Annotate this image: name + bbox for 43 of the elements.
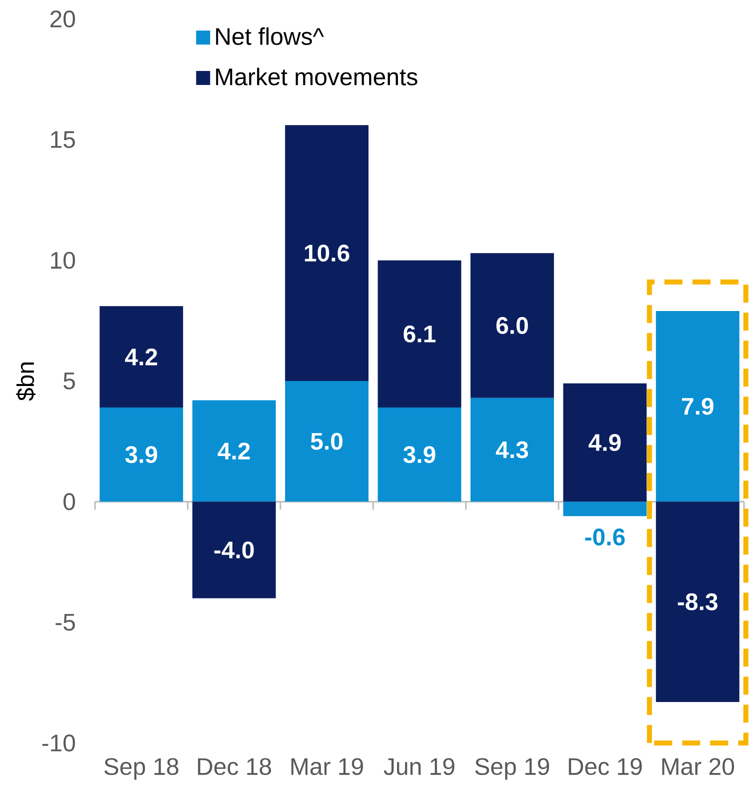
data-label: -8.3 — [678, 593, 718, 610]
x-tick-label: Jun 19 — [384, 758, 454, 776]
y-tick-label: 20 — [50, 10, 76, 28]
y-tick-label: 5 — [64, 372, 75, 390]
bar — [563, 383, 647, 502]
bar — [285, 380, 369, 502]
legend-label: Net flows^ — [216, 27, 324, 45]
y-tick-label: 15 — [51, 131, 75, 148]
y-tick-label: 0 — [64, 493, 76, 510]
bar — [378, 260, 462, 408]
data-label: 4.2 — [125, 348, 158, 366]
data-label: -0.6 — [585, 528, 625, 546]
y-tick-label: 10 — [51, 252, 76, 269]
data-label: 3.9 — [125, 446, 158, 464]
data-label: 4.3 — [496, 441, 528, 458]
legend-label: Market movements — [216, 68, 418, 86]
data-label: -4.0 — [214, 541, 254, 558]
bar — [563, 502, 647, 516]
data-label: 6.1 — [404, 325, 436, 342]
bar — [285, 125, 369, 381]
bar — [100, 408, 184, 502]
bar — [192, 502, 276, 598]
data-label: 6.0 — [496, 316, 528, 334]
y-axis-title: $bn — [16, 362, 36, 401]
x-tick-label: Sep 18 — [104, 758, 178, 780]
y-tick-label: -5 — [56, 614, 75, 631]
x-tick-label: Dec 19 — [568, 758, 642, 776]
x-tick-label: Mar 19 — [291, 758, 363, 776]
bar — [192, 400, 276, 502]
y-tick-label: -10 — [42, 734, 76, 752]
x-tick-label: Dec 18 — [198, 758, 272, 776]
x-tick-label: Sep 19 — [475, 758, 550, 780]
bar — [470, 398, 554, 502]
data-label: 10.6 — [304, 244, 350, 262]
data-label: 4.9 — [588, 434, 621, 452]
bar — [378, 408, 462, 502]
x-tick-label: Mar 20 — [662, 758, 734, 776]
bar — [100, 306, 184, 408]
data-label: 5.0 — [310, 432, 342, 450]
bar — [470, 253, 554, 398]
data-label: 4.2 — [218, 442, 250, 460]
data-label: 3.9 — [403, 446, 436, 464]
data-label: 7.9 — [682, 398, 714, 415]
